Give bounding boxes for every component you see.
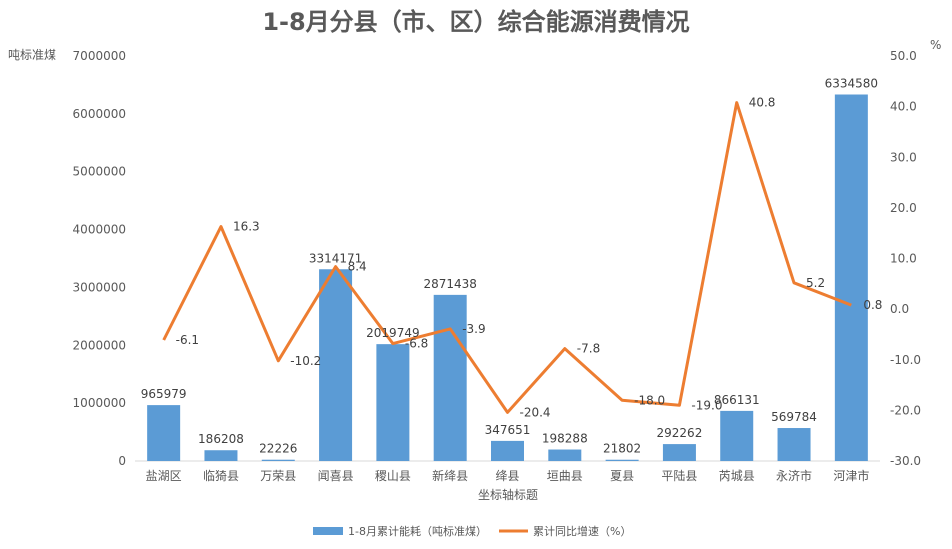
bar-data-label: 22226	[259, 442, 297, 456]
bar-data-label: 2871438	[423, 277, 476, 291]
bar-data-label: 2019749	[366, 326, 419, 340]
line-data-label: -7.8	[577, 342, 600, 356]
bar	[433, 294, 467, 461]
bar-data-label: 6334580	[825, 76, 878, 90]
line-data-label: -10.2	[290, 354, 321, 368]
line-data-label: -19.0	[691, 398, 722, 412]
bar-data-label: 198288	[542, 432, 588, 446]
right-tick-label: -20.0	[890, 403, 921, 417]
category-label: 绛县	[495, 469, 519, 483]
bar	[777, 428, 811, 461]
right-tick-label: 30.0	[890, 150, 917, 164]
bar-data-label: 3314171	[309, 251, 362, 265]
right-tick-label: 10.0	[890, 252, 917, 266]
left-tick-label: 2000000	[73, 338, 126, 352]
line-series	[162, 101, 852, 414]
line-data-label: -3.9	[462, 322, 485, 336]
left-tick-label: 6000000	[73, 107, 126, 121]
chart-title: 1-8月分县（市、区）综合能源消费情况	[262, 8, 689, 36]
bar	[605, 459, 639, 461]
bar	[204, 450, 238, 461]
bar	[376, 344, 410, 461]
right-tick-label: 50.0	[890, 49, 917, 63]
bar-series	[147, 94, 868, 461]
category-label: 芮城县	[719, 469, 755, 483]
bar-data-label: 21802	[603, 442, 641, 456]
bar	[662, 444, 696, 461]
category-label: 闻喜县	[318, 469, 354, 483]
line-data-label: -6.8	[405, 337, 428, 351]
left-tick-label: 1000000	[73, 396, 126, 410]
bar-data-label: 569784	[771, 410, 817, 424]
line-data-label: 0.8	[863, 298, 882, 312]
legend-line-label: 累计同比增速（%）	[533, 524, 631, 538]
category-label: 新绛县	[432, 468, 468, 483]
right-tick-label: 20.0	[890, 201, 917, 215]
left-tick-label: 4000000	[73, 223, 126, 237]
bar-data-label: 965979	[141, 387, 187, 401]
bar	[834, 94, 868, 461]
left-tick-label: 5000000	[73, 165, 126, 179]
left-tick-label: 0	[118, 454, 126, 468]
bar-data-label: 866131	[714, 393, 760, 407]
line-data-label: 5.2	[806, 276, 825, 290]
left-tick-label: 3000000	[73, 280, 126, 294]
legend-bar-swatch	[313, 527, 343, 535]
category-label: 盐湖区	[146, 468, 182, 483]
category-labels: 盐湖区 临猗县 万荣县 闻喜县 稷山县 新绛县 绛县 垣曲县 夏县 平陆县 芮城县 永济市 河津市	[146, 468, 870, 483]
left-tick-label: 7000000	[73, 49, 126, 63]
category-label: 稷山县	[375, 469, 411, 483]
line-data-label: -18.0	[634, 393, 665, 407]
line-path	[162, 101, 852, 414]
line-data-label: -20.4	[520, 405, 551, 419]
category-label: 永济市	[776, 468, 812, 483]
bar-data-labels: 965979 186208 22226 3314171 2019749 2871438 34…	[141, 76, 878, 455]
bar	[491, 440, 524, 461]
category-label: 夏县	[610, 469, 634, 483]
bar	[548, 449, 582, 461]
legend: 1-8月累计能耗（吨标准煤） 累计同比增速（%）	[313, 524, 631, 538]
bar	[147, 405, 181, 461]
right-tick-label: 40.0	[890, 100, 917, 114]
right-axis-title: %	[930, 38, 941, 52]
category-label: 垣曲县	[547, 469, 583, 483]
category-label: 平陆县	[661, 468, 697, 483]
right-tick-label: 0.0	[890, 302, 909, 316]
line-data-label: 8.4	[348, 260, 367, 274]
category-label: 临猗县	[203, 469, 239, 483]
left-axis-title: 吨标准煤	[8, 48, 56, 62]
line-data-labels: -6.1 16.3 -10.2 8.4 -6.8 -3.9 -20.4 -7.8 -18.0 -1…	[176, 96, 883, 420]
category-label: 河津市	[833, 468, 869, 483]
line-data-label: -6.1	[176, 333, 199, 347]
left-axis-ticks: 0 1000000 2000000 3000000 4000000 5000000 6000…	[73, 49, 126, 468]
category-label: 万荣县	[260, 469, 296, 483]
line-data-label: 16.3	[233, 220, 260, 234]
bar	[319, 269, 353, 461]
legend-bar-label: 1-8月累计能耗（吨标准煤）	[348, 524, 487, 538]
right-tick-label: -10.0	[890, 353, 921, 367]
bar-data-label: 186208	[198, 432, 244, 446]
bar-data-label: 292262	[657, 426, 703, 440]
right-tick-label: -30.0	[890, 454, 921, 468]
bar	[720, 410, 754, 461]
bar-data-label: 347651	[485, 423, 531, 437]
right-axis-ticks: -30.0 -20.0 -10.0 0.0 10.0 20.0 30.0 40.0 50.0	[890, 49, 921, 468]
x-axis-title: 坐标轴标题	[478, 487, 538, 502]
line-data-label: 40.8	[749, 96, 776, 110]
bar	[261, 459, 295, 461]
